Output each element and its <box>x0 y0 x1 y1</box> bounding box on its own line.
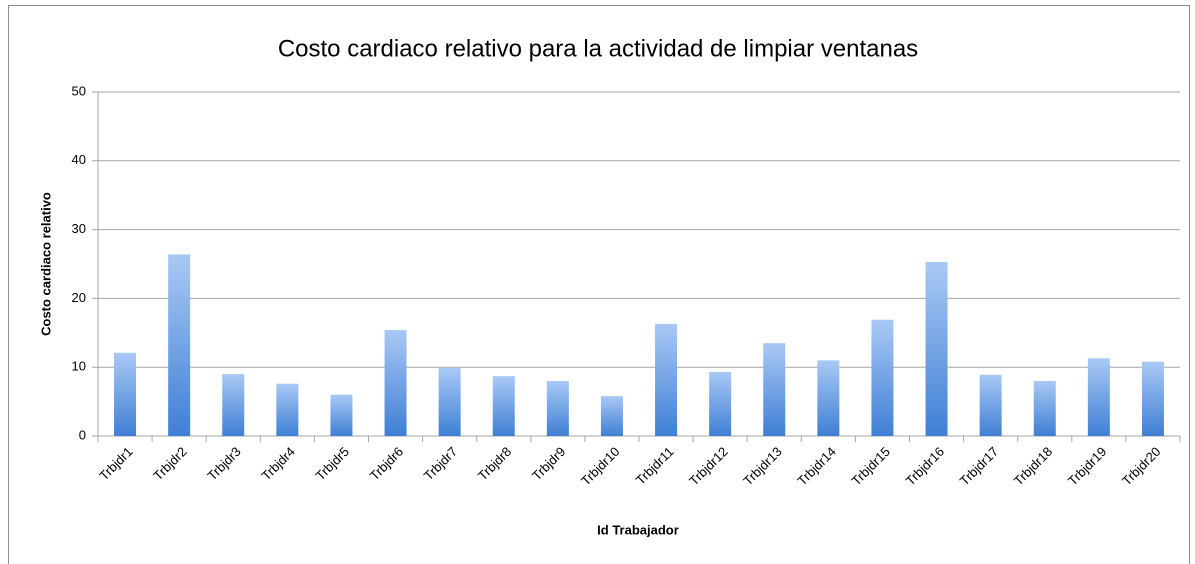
bar <box>709 372 732 436</box>
bar <box>925 261 948 436</box>
bar <box>1141 361 1164 436</box>
bar <box>114 352 137 436</box>
bar <box>384 330 407 436</box>
bar <box>763 343 786 436</box>
bar <box>168 254 191 436</box>
y-tick-label: 20 <box>72 290 86 305</box>
bar <box>871 319 894 436</box>
bar <box>222 374 245 436</box>
chart-title: Costo cardiaco relativo para la activida… <box>278 35 918 62</box>
bar <box>600 396 623 436</box>
y-tick-label: 40 <box>72 152 86 167</box>
x-axis-label: Id Trabajador <box>597 522 679 537</box>
y-tick-label: 10 <box>72 359 86 374</box>
y-tick-label: 30 <box>72 221 86 236</box>
y-axis-label: Costo cardiaco relativo <box>38 192 53 336</box>
bar <box>1087 358 1110 436</box>
chart-frame <box>8 5 1190 564</box>
bar <box>330 394 353 436</box>
bar <box>979 374 1002 436</box>
y-tick-label: 50 <box>72 83 86 98</box>
y-tick-label: 0 <box>79 427 86 442</box>
bar <box>492 376 515 436</box>
bar <box>276 383 299 436</box>
bar <box>546 380 569 436</box>
bar <box>655 323 678 436</box>
bar <box>438 367 461 436</box>
bar <box>817 360 840 436</box>
bar <box>1033 380 1056 436</box>
